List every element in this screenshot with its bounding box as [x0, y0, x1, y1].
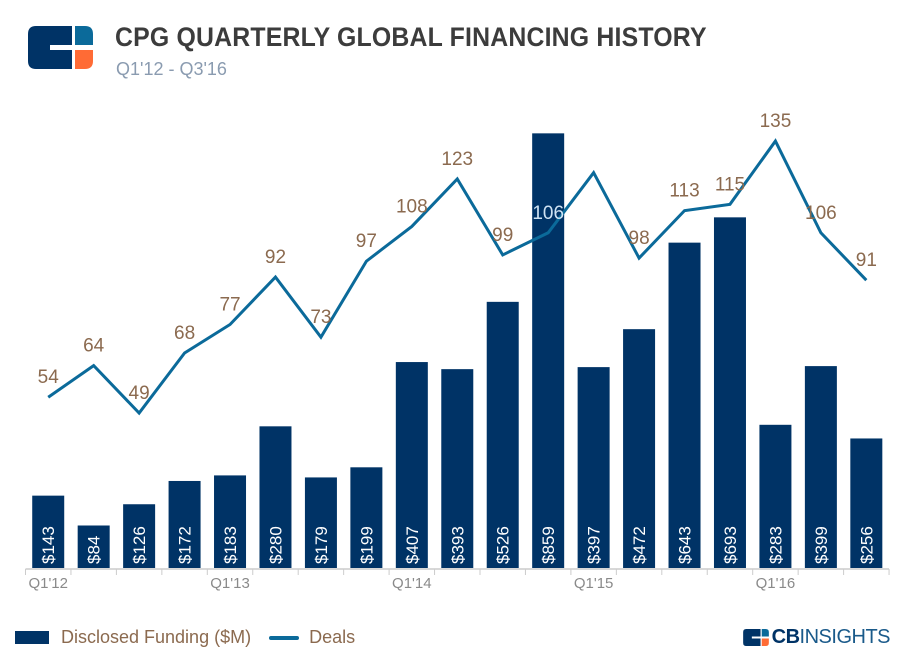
legend-line-swatch: [269, 635, 300, 640]
funding-bar: [395, 362, 428, 568]
funding-bar-label: $172: [176, 526, 195, 564]
funding-bar-label: $393: [448, 526, 467, 564]
funding-bar: [850, 438, 883, 568]
funding-bar: [77, 525, 110, 568]
legend-bar-label: Disclosed Funding ($M): [61, 627, 252, 647]
chart: $143 $84 $126 $172 $183 $280 $179 $199 $407 $393 $…: [25, 111, 890, 592]
deals-label: 99: [492, 225, 513, 246]
funding-bar: [214, 475, 247, 568]
funding-bar-label: $183: [221, 526, 240, 564]
deals-label: 113: [669, 181, 699, 202]
funding-bar: [804, 366, 837, 568]
chart-title: CPG QUARTERLY GLOBAL FINANCING HISTORY: [115, 22, 707, 52]
funding-bar: [713, 217, 746, 569]
cb-insights-brand: CB INSIGHTS: [742, 626, 891, 649]
funding-bar-label: $179: [312, 526, 331, 564]
funding-bar: [759, 424, 792, 568]
funding-bar-label: $199: [357, 526, 376, 564]
x-tick-label: Q1'16: [756, 575, 796, 592]
brand-cb: CB: [771, 626, 800, 648]
chart-subtitle: Q1'12 - Q3'16: [116, 59, 227, 79]
brand-insights: INSIGHTS: [799, 626, 891, 648]
funding-bar-label: $399: [812, 526, 831, 564]
x-tick-label: Q1'14: [392, 575, 432, 592]
funding-bar-label: $693: [721, 526, 740, 564]
funding-bar: [577, 367, 610, 568]
deals-label: 92: [265, 247, 286, 268]
funding-bar: [486, 301, 519, 568]
funding-bar-label: $472: [630, 526, 649, 564]
x-tick-label: Q1'12: [28, 575, 68, 592]
x-tick-label: Q1'13: [210, 575, 250, 592]
deals-label: 97: [356, 231, 377, 252]
brand-logo-icon: [742, 629, 769, 646]
funding-bar-label: $84: [85, 536, 104, 564]
deals-label: 98: [629, 228, 650, 249]
deals-label: 106: [805, 203, 837, 224]
funding-bar-label: $280: [266, 526, 285, 564]
deals-label: 135: [760, 111, 792, 132]
legend: Disclosed Funding ($M) Deals: [15, 627, 355, 648]
funding-bar-label: $283: [766, 526, 785, 564]
funding-bar-label: $143: [39, 526, 58, 564]
funding-bar-label: $526: [494, 526, 513, 564]
funding-bar-label: $397: [585, 526, 604, 564]
deals-label: 91: [856, 250, 877, 271]
deals-label: 115: [715, 174, 745, 195]
deals-line: [47, 138, 868, 416]
legend-bar-swatch: [15, 631, 49, 644]
funding-bar: [350, 467, 383, 568]
funding-bar-label: $643: [676, 526, 695, 564]
funding-bar-label: $126: [130, 526, 149, 564]
funding-bar: [32, 495, 65, 568]
deals-label: 123: [441, 149, 473, 170]
deals-label: 68: [174, 323, 195, 344]
deals-label: 106: [532, 203, 564, 224]
deals-label: 64: [83, 336, 105, 357]
deals-label: 49: [129, 383, 150, 404]
funding-bar-label: $407: [403, 526, 422, 564]
funding-bar: [168, 480, 201, 568]
deals-label: 73: [310, 307, 331, 328]
cb-logo: [28, 26, 93, 69]
deals-label: 77: [219, 294, 240, 315]
funding-bar: [259, 426, 292, 568]
funding-bar-label: $256: [857, 526, 876, 564]
funding-bar: [304, 477, 337, 568]
deals-label: 108: [396, 196, 428, 217]
funding-bar: [532, 133, 565, 568]
legend-line-label: Deals: [309, 627, 356, 647]
funding-bar: [123, 504, 156, 568]
deals-label: 54: [38, 367, 60, 388]
funding-bar: [441, 369, 474, 568]
funding-bar-label: $859: [539, 526, 558, 564]
x-tick-label: Q1'15: [574, 575, 614, 592]
funding-bar: [623, 329, 656, 568]
funding-bar: [668, 242, 701, 568]
